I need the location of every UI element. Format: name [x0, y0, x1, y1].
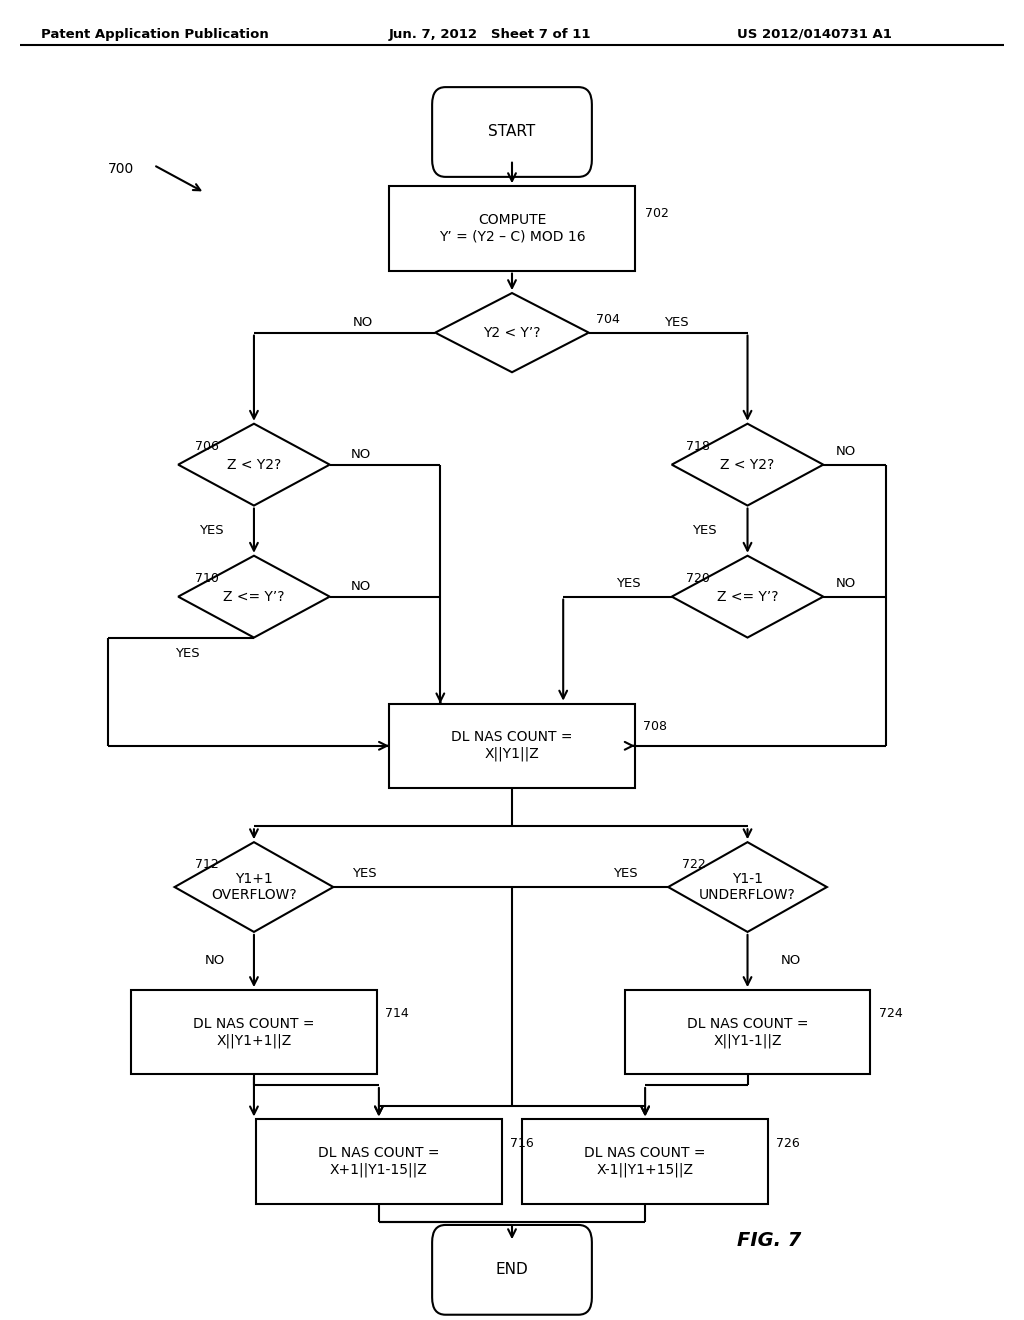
Text: Z <= Y’?: Z <= Y’?: [717, 590, 778, 603]
Text: YES: YES: [351, 867, 377, 880]
Text: 722: 722: [682, 858, 706, 871]
Text: 714: 714: [385, 1007, 409, 1020]
Text: START: START: [488, 124, 536, 140]
Text: 702: 702: [645, 207, 669, 220]
Text: DL NAS COUNT =
X||Y1||Z: DL NAS COUNT = X||Y1||Z: [452, 730, 572, 762]
Polygon shape: [174, 842, 334, 932]
Text: 720: 720: [686, 572, 710, 585]
Text: NO: NO: [836, 445, 856, 458]
Text: END: END: [496, 1262, 528, 1278]
Text: 706: 706: [195, 440, 218, 453]
Text: DL NAS COUNT =
X||Y1+1||Z: DL NAS COUNT = X||Y1+1||Z: [194, 1016, 314, 1048]
Polygon shape: [668, 842, 827, 932]
Text: Y1+1
OVERFLOW?: Y1+1 OVERFLOW?: [211, 873, 297, 902]
Text: YES: YES: [664, 315, 688, 329]
Polygon shape: [672, 424, 823, 506]
FancyBboxPatch shape: [432, 1225, 592, 1315]
Text: YES: YES: [612, 867, 638, 880]
Text: 724: 724: [879, 1007, 902, 1020]
Text: 712: 712: [195, 858, 218, 871]
Text: FIG. 7: FIG. 7: [737, 1232, 802, 1250]
FancyBboxPatch shape: [432, 87, 592, 177]
Text: 708: 708: [643, 719, 667, 733]
Text: Y1-1
UNDERFLOW?: Y1-1 UNDERFLOW?: [699, 873, 796, 902]
Text: COMPUTE
Y’ = (Y2 – C) MOD 16: COMPUTE Y’ = (Y2 – C) MOD 16: [438, 214, 586, 243]
Text: DL NAS COUNT =
X+1||Y1-15||Z: DL NAS COUNT = X+1||Y1-15||Z: [318, 1146, 439, 1177]
Text: 700: 700: [108, 162, 134, 176]
Text: Y2 < Y’?: Y2 < Y’?: [483, 326, 541, 339]
Polygon shape: [178, 556, 330, 638]
Text: Z <= Y’?: Z <= Y’?: [223, 590, 285, 603]
Text: US 2012/0140731 A1: US 2012/0140731 A1: [737, 28, 892, 41]
Text: DL NAS COUNT =
X||Y1-1||Z: DL NAS COUNT = X||Y1-1||Z: [687, 1016, 808, 1048]
Bar: [522, 1119, 768, 1204]
Bar: [256, 1119, 502, 1204]
Polygon shape: [672, 556, 823, 638]
Text: 704: 704: [596, 313, 620, 326]
Text: YES: YES: [175, 647, 200, 660]
Text: Z < Y2?: Z < Y2?: [721, 458, 774, 471]
Bar: [625, 990, 870, 1074]
Text: Patent Application Publication: Patent Application Publication: [41, 28, 268, 41]
Text: 718: 718: [686, 440, 710, 453]
Polygon shape: [435, 293, 589, 372]
Text: YES: YES: [616, 577, 641, 590]
Text: NO: NO: [350, 447, 371, 461]
Text: 716: 716: [510, 1137, 534, 1150]
Text: NO: NO: [780, 954, 801, 968]
Text: 710: 710: [195, 572, 218, 585]
Text: NO: NO: [350, 579, 371, 593]
Text: DL NAS COUNT =
X-1||Y1+15||Z: DL NAS COUNT = X-1||Y1+15||Z: [585, 1146, 706, 1177]
Text: YES: YES: [199, 524, 223, 537]
Bar: [389, 704, 635, 788]
Text: Jun. 7, 2012   Sheet 7 of 11: Jun. 7, 2012 Sheet 7 of 11: [389, 28, 592, 41]
Text: NO: NO: [352, 315, 373, 329]
Polygon shape: [178, 424, 330, 506]
Text: Z < Y2?: Z < Y2?: [227, 458, 281, 471]
Bar: [131, 990, 377, 1074]
Text: NO: NO: [836, 577, 856, 590]
Bar: [389, 186, 635, 271]
Text: 726: 726: [776, 1137, 800, 1150]
Text: YES: YES: [692, 524, 717, 537]
Text: NO: NO: [205, 954, 225, 968]
